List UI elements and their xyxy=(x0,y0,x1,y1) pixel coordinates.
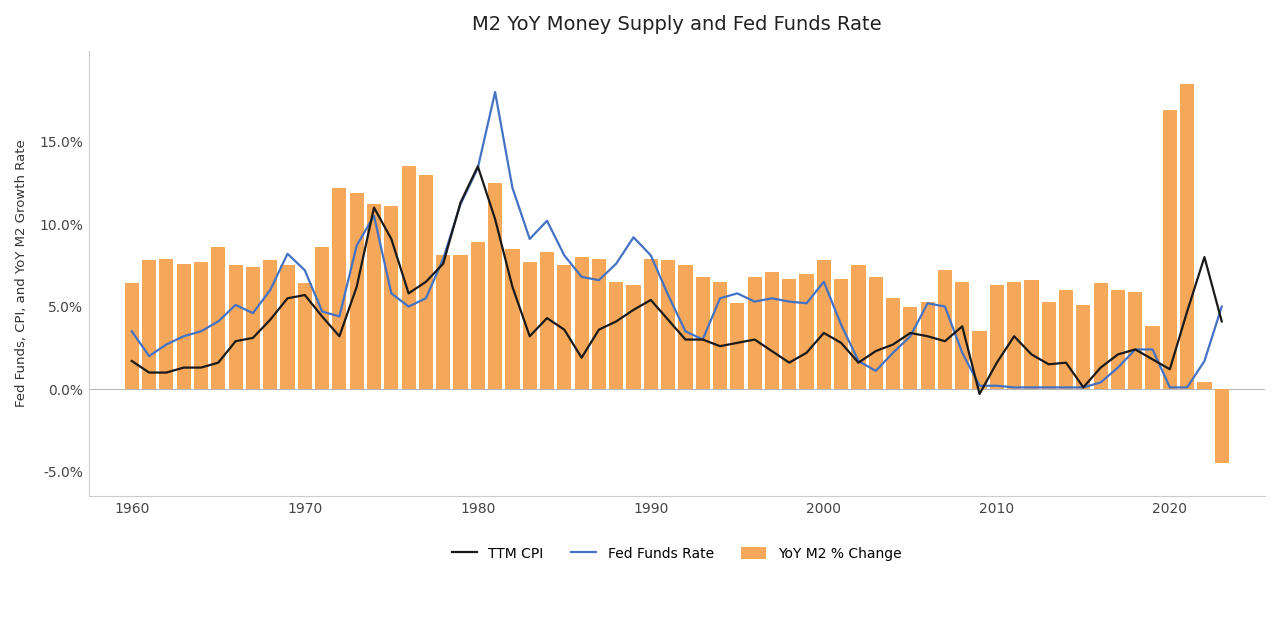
Bar xyxy=(1007,282,1021,389)
Bar xyxy=(315,247,329,389)
Bar xyxy=(193,262,209,389)
Bar xyxy=(1093,283,1107,389)
Bar xyxy=(713,282,727,389)
Bar xyxy=(904,306,918,389)
Bar xyxy=(730,303,745,389)
Fed Funds Rate xyxy=(262,287,278,294)
Bar xyxy=(367,204,381,389)
Fed Funds Rate xyxy=(833,321,849,329)
Bar xyxy=(920,302,934,389)
Bar xyxy=(159,259,174,389)
Bar xyxy=(1128,292,1142,389)
Bar xyxy=(678,265,692,389)
Fed Funds Rate xyxy=(677,328,692,335)
Fed Funds Rate xyxy=(851,357,867,365)
Bar xyxy=(800,274,814,389)
Bar xyxy=(142,260,156,389)
Bar xyxy=(436,255,451,389)
Bar xyxy=(1146,326,1160,389)
Bar xyxy=(1111,290,1125,389)
Bar xyxy=(246,267,260,389)
Y-axis label: Fed Funds, CPI, and YoY M2 Growth Rate: Fed Funds, CPI, and YoY M2 Growth Rate xyxy=(15,140,28,408)
Bar xyxy=(522,262,536,389)
Fed Funds Rate xyxy=(1006,383,1021,391)
Fed Funds Rate xyxy=(591,276,607,284)
Bar xyxy=(748,277,762,389)
TTM CPI xyxy=(124,357,140,365)
Bar xyxy=(989,285,1004,389)
Bar xyxy=(1197,383,1212,389)
TTM CPI xyxy=(1213,317,1229,325)
Bar xyxy=(333,188,347,389)
Bar xyxy=(557,265,571,389)
Fed Funds Rate xyxy=(748,298,763,306)
Bar xyxy=(575,257,589,389)
Bar xyxy=(280,265,294,389)
Bar xyxy=(506,249,520,389)
TTM CPI xyxy=(833,339,849,347)
Bar xyxy=(229,265,243,389)
Bar xyxy=(591,259,605,389)
Bar xyxy=(851,265,865,389)
Bar xyxy=(402,166,416,389)
Fed Funds Rate xyxy=(488,88,503,96)
Bar xyxy=(453,255,467,389)
Bar xyxy=(349,193,364,389)
TTM CPI xyxy=(851,359,867,367)
Line: TTM CPI: TTM CPI xyxy=(132,166,1221,394)
TTM CPI xyxy=(972,390,987,398)
Bar xyxy=(1076,305,1091,389)
Bar xyxy=(540,252,554,389)
Bar xyxy=(660,260,676,389)
Bar xyxy=(835,278,849,389)
Bar xyxy=(1042,302,1056,389)
Bar xyxy=(298,283,312,389)
Title: M2 YoY Money Supply and Fed Funds Rate: M2 YoY Money Supply and Fed Funds Rate xyxy=(472,15,882,34)
Bar xyxy=(869,277,883,389)
Fed Funds Rate xyxy=(1213,303,1229,310)
Bar xyxy=(955,282,969,389)
Bar xyxy=(644,259,658,389)
Legend: TTM CPI, Fed Funds Rate, YoY M2 % Change: TTM CPI, Fed Funds Rate, YoY M2 % Change xyxy=(452,547,901,561)
TTM CPI xyxy=(591,326,607,333)
Bar xyxy=(765,272,780,389)
Bar xyxy=(124,283,140,389)
Bar xyxy=(419,174,433,389)
Bar xyxy=(1059,290,1073,389)
TTM CPI xyxy=(748,336,763,344)
Bar xyxy=(886,298,900,389)
Bar xyxy=(695,277,710,389)
Bar xyxy=(211,247,225,389)
TTM CPI xyxy=(677,336,692,344)
Bar xyxy=(782,278,796,389)
Bar xyxy=(626,285,640,389)
Line: Fed Funds Rate: Fed Funds Rate xyxy=(132,92,1221,387)
Fed Funds Rate xyxy=(124,328,140,335)
Bar xyxy=(817,260,831,389)
Bar xyxy=(609,282,623,389)
TTM CPI xyxy=(262,316,278,324)
Bar xyxy=(1024,280,1038,389)
Bar xyxy=(384,206,398,389)
Bar xyxy=(488,183,502,389)
Bar xyxy=(471,242,485,389)
Bar xyxy=(1162,110,1176,389)
TTM CPI xyxy=(470,162,485,170)
Bar xyxy=(264,260,278,389)
Bar xyxy=(973,331,987,389)
Bar xyxy=(938,271,952,389)
Bar xyxy=(1215,389,1229,463)
Bar xyxy=(1180,84,1194,389)
Bar xyxy=(177,263,191,389)
